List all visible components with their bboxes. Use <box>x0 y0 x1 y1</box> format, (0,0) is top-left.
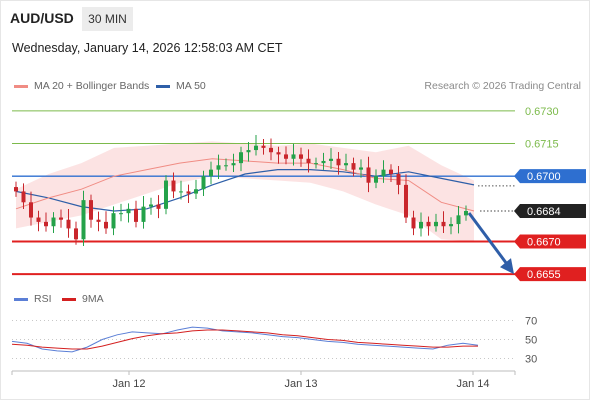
rsi-label: RSI <box>34 293 52 305</box>
legend-9ma: 9MA <box>62 293 104 305</box>
candle-body <box>426 221 431 227</box>
legend-ma50: MA 50 <box>156 80 206 92</box>
candle-body <box>276 152 281 155</box>
candle-body <box>359 167 363 170</box>
ma50-label: MA 50 <box>176 80 206 92</box>
candle-body <box>74 228 78 240</box>
research-credit: Research © 2026 Trading Central <box>424 80 581 92</box>
candle-body <box>269 147 273 153</box>
candle-body <box>59 217 63 220</box>
candle-body <box>111 213 116 229</box>
candle-body <box>449 224 453 227</box>
timeframe-button[interactable]: 30 MIN <box>82 7 133 31</box>
ma-bollinger-swatch <box>14 84 28 88</box>
candle-body <box>344 163 348 166</box>
candle-body <box>246 150 251 153</box>
support-label-tag <box>514 234 586 249</box>
resistance-label: 0.6715 <box>525 139 559 151</box>
rsi-swatch <box>14 297 28 301</box>
candle-body <box>119 213 123 215</box>
rsi-9ma-line <box>11 329 478 350</box>
chart-datetime: Wednesday, January 14, 2026 12:58:03 AM … <box>12 41 283 55</box>
candle-body <box>36 217 41 222</box>
candle-body <box>261 145 266 148</box>
support-label: 0.6670 <box>527 236 561 248</box>
last-price-label: 0.6684 <box>527 206 561 218</box>
ma9-label: 9MA <box>82 293 104 305</box>
rsi-tick-label: 70 <box>525 316 537 328</box>
candle-body <box>299 154 303 159</box>
candle-body <box>134 208 138 222</box>
candle-body <box>104 221 108 229</box>
candle-body <box>66 219 71 229</box>
candle-body <box>164 180 168 209</box>
candle-body <box>396 174 401 185</box>
candle-body <box>284 154 288 159</box>
rsi-tick-label: 30 <box>525 354 537 366</box>
candle-body <box>21 191 26 203</box>
candle-body <box>321 160 326 164</box>
x-tick-label: Jan 14 <box>456 378 489 390</box>
candle-body <box>141 206 146 222</box>
candle-body <box>351 163 356 170</box>
candle-body <box>194 189 198 194</box>
candle-body <box>14 187 18 192</box>
candle-body <box>209 169 213 177</box>
legend-ma-bollinger: MA 20 + Bollinger Bands <box>14 80 149 92</box>
pivot-label-tag <box>514 169 586 184</box>
support-label-tag <box>514 267 586 282</box>
candle-body <box>81 200 86 240</box>
candle-body <box>291 154 296 159</box>
legend-rsi: RSI <box>14 293 52 305</box>
candle-body <box>171 180 176 192</box>
candle-body <box>306 158 311 164</box>
candle-body <box>456 215 461 225</box>
candle-body <box>149 204 153 207</box>
candle-body <box>404 184 408 218</box>
candle-body <box>374 176 378 183</box>
ma-bollinger-label: MA 20 + Bollinger Bands <box>34 80 150 92</box>
candle-body <box>464 211 468 216</box>
candle-body <box>179 191 183 193</box>
candle-body <box>366 167 371 183</box>
support-label: 0.6655 <box>527 269 561 281</box>
candle-body <box>126 208 131 214</box>
candle-body <box>186 191 191 194</box>
x-tick-label: Jan 12 <box>112 378 145 390</box>
candle-body <box>224 165 228 167</box>
bollinger-band <box>16 141 474 242</box>
forecast-arrow <box>467 212 509 266</box>
candle-body <box>156 204 161 209</box>
candle-body <box>336 158 341 166</box>
candle-body <box>89 200 93 220</box>
candle-body <box>239 152 243 164</box>
x-tick-label: Jan 13 <box>284 378 317 390</box>
candle-body <box>389 169 393 174</box>
pivot-label: 0.6700 <box>527 171 561 183</box>
candle-body <box>231 163 236 166</box>
last-price-tag <box>514 204 586 218</box>
candle-body <box>201 176 206 190</box>
candle-body <box>29 202 33 218</box>
candle-body <box>254 145 258 151</box>
candle-body <box>96 219 101 222</box>
candle-body <box>314 163 318 165</box>
symbol-title: AUD/USD <box>10 10 74 26</box>
ma50-swatch <box>156 84 170 88</box>
candle-body <box>381 169 386 177</box>
ma9-swatch <box>62 297 76 301</box>
candle-body <box>441 221 446 227</box>
rsi-line <box>11 326 479 353</box>
candle-body <box>51 217 56 227</box>
forecast-arrowhead <box>500 258 514 275</box>
resistance-label: 0.6730 <box>525 106 559 118</box>
candle-body <box>329 158 333 161</box>
candle-body <box>216 165 221 170</box>
candle-body <box>434 221 438 227</box>
candle-body <box>44 221 48 227</box>
rsi-tick-label: 50 <box>525 335 537 347</box>
candle-body <box>411 217 416 229</box>
candle-body <box>419 221 423 229</box>
